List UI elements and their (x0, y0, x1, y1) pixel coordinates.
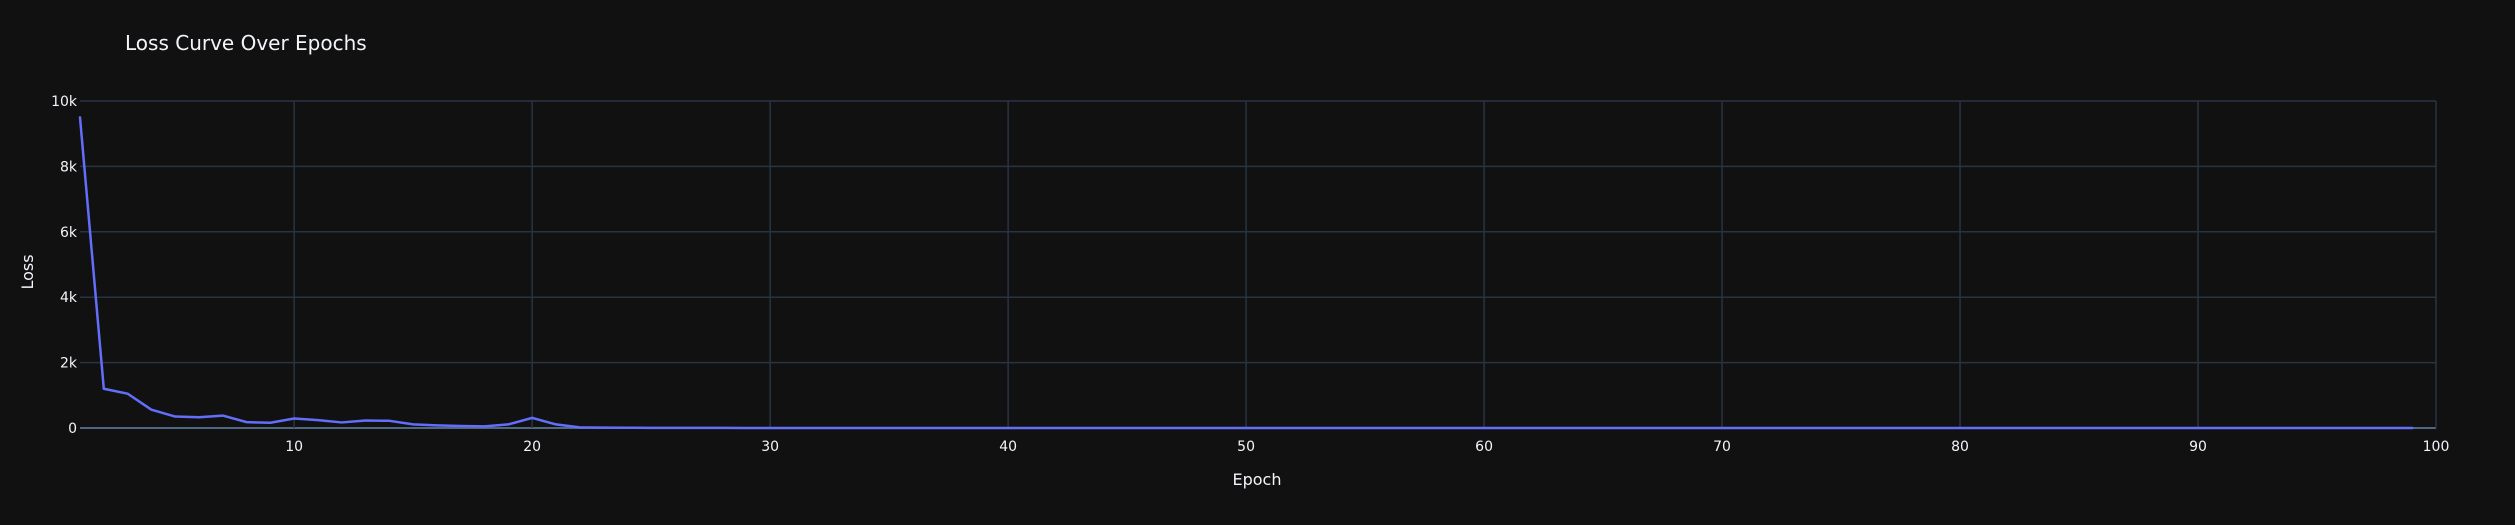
x-tick-label: 40 (999, 439, 1017, 455)
x-tick-label: 90 (2189, 439, 2207, 455)
x-tick-label: 70 (1713, 439, 1731, 455)
x-tick-label: 10 (285, 439, 303, 455)
x-tick-label: 100 (2423, 439, 2450, 455)
chart-title: Loss Curve Over Epochs (125, 31, 367, 55)
y-tick-label: 4k (60, 290, 78, 306)
x-tick-label: 20 (523, 439, 541, 455)
x-tick-label: 60 (1475, 439, 1493, 455)
grid-lines (80, 100, 2437, 429)
x-tick-label: 50 (1237, 439, 1255, 455)
x-tick-label: 30 (761, 439, 779, 455)
series-layer (78, 116, 2414, 430)
y-axis-title: Loss (18, 254, 37, 289)
loss-series-line (78, 116, 2414, 430)
y-tick-label: 2k (60, 356, 78, 372)
x-tick-label: 80 (1951, 439, 1969, 455)
x-axis-title: Epoch (1233, 470, 1282, 489)
y-axis-ticks: 0 2k 4k 6k 8k 10k (51, 94, 78, 437)
y-tick-label: 8k (60, 159, 78, 175)
y-tick-label: 0 (68, 421, 77, 437)
y-tick-label: 10k (51, 94, 78, 110)
x-axis-ticks: 10 20 30 40 50 60 70 80 90 100 (285, 439, 2449, 455)
y-tick-label: 6k (60, 225, 78, 241)
